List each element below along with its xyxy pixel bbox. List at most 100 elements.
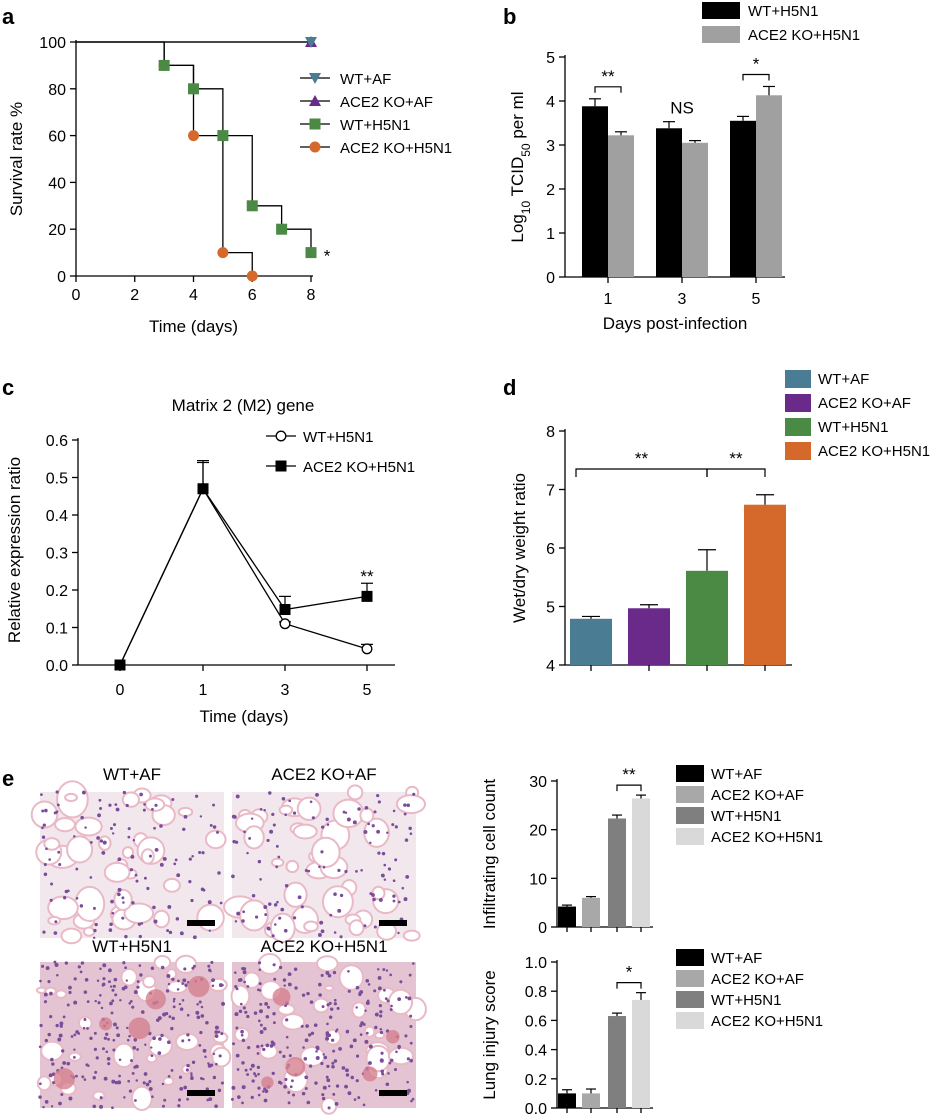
nucleus	[83, 990, 88, 994]
nucleus	[244, 1068, 248, 1072]
legend-label-0: WT+H5N1	[303, 429, 373, 446]
nucleus	[325, 817, 329, 822]
bar	[582, 1093, 600, 1108]
nucleus	[327, 1106, 331, 1110]
alveolus	[395, 794, 427, 815]
nucleus	[253, 1072, 256, 1075]
legend-label-1: ACE2 KO+AF	[818, 395, 911, 412]
nucleus	[271, 812, 275, 816]
nucleus	[328, 1001, 332, 1005]
nucleus	[94, 1070, 98, 1074]
nucleus	[339, 893, 344, 898]
nucleus	[55, 790, 59, 794]
nucleus	[355, 869, 358, 873]
nucleus	[199, 815, 203, 818]
nucleus	[58, 1101, 62, 1106]
hemorrhage	[188, 975, 210, 998]
nucleus	[405, 875, 410, 879]
y-axis-title: Relative expression ratio	[5, 457, 24, 643]
nucleus	[118, 1074, 121, 1078]
nucleus	[109, 827, 113, 830]
nucleus	[166, 1040, 171, 1045]
nucleus	[258, 982, 262, 986]
nucleus	[205, 1087, 209, 1091]
nucleus	[148, 854, 152, 858]
nucleus	[344, 1084, 348, 1089]
alveolus	[82, 926, 96, 937]
nucleus	[231, 814, 236, 819]
nucleus	[333, 931, 337, 934]
legend-swatch-3	[785, 442, 811, 460]
nucleus	[220, 1081, 224, 1085]
nucleus	[287, 1091, 291, 1094]
nucleus	[188, 880, 192, 884]
nucleus	[178, 1002, 182, 1006]
nucleus	[392, 879, 396, 883]
legend-swatch-2	[785, 418, 811, 436]
nucleus	[318, 865, 321, 868]
nucleus	[43, 863, 47, 867]
nucleus	[373, 810, 377, 814]
nucleus	[287, 972, 292, 977]
nucleus	[102, 963, 107, 968]
nucleus	[124, 934, 128, 939]
nucleus	[385, 969, 389, 972]
nucleus	[301, 1091, 306, 1096]
nucleus	[191, 1060, 196, 1064]
legend-swatch-3	[676, 828, 704, 845]
nucleus	[258, 968, 262, 972]
nucleus	[367, 822, 370, 826]
nucleus	[246, 985, 250, 988]
nucleus	[109, 985, 113, 988]
y-axis-title-part: Log	[508, 214, 527, 242]
nucleus	[246, 1073, 250, 1077]
nucleus	[363, 829, 368, 834]
nucleus	[399, 980, 403, 984]
nucleus	[136, 1048, 139, 1051]
nucleus	[190, 1072, 193, 1075]
nucleus	[170, 1069, 174, 1072]
alveolus	[77, 1015, 93, 1031]
nucleus	[150, 1054, 154, 1057]
nucleus	[234, 1012, 239, 1017]
nucleus	[204, 1055, 207, 1059]
nucleus	[66, 1061, 71, 1066]
y-tick-label: 0.1	[46, 621, 68, 638]
nucleus	[281, 796, 286, 801]
nucleus	[73, 1048, 76, 1051]
nucleus	[174, 858, 178, 862]
nucleus	[263, 1098, 268, 1103]
nucleus	[110, 1011, 114, 1015]
series-line-1	[119, 487, 368, 666]
nucleus	[259, 1002, 263, 1006]
alveolus	[66, 835, 94, 864]
alveolus	[348, 919, 365, 937]
nucleus	[381, 851, 386, 856]
nucleus	[321, 825, 325, 829]
alveolus	[257, 953, 282, 975]
nucleus	[292, 811, 297, 815]
panel-letter-a: a	[2, 4, 15, 29]
nucleus	[305, 1024, 309, 1028]
x-tick-label: 6	[248, 287, 257, 304]
nucleus	[237, 978, 242, 982]
nucleus	[326, 1022, 329, 1026]
nucleus	[113, 977, 118, 982]
nucleus	[378, 898, 383, 902]
alveolus	[145, 1053, 158, 1064]
nucleus	[96, 979, 100, 982]
hemorrhage	[53, 1068, 75, 1090]
nucleus	[209, 823, 213, 827]
nucleus	[263, 905, 268, 910]
nucleus	[188, 857, 192, 861]
nucleus	[73, 1000, 78, 1005]
nucleus	[257, 859, 262, 864]
nucleus	[214, 1104, 218, 1108]
significance-bracket	[575, 468, 708, 478]
nucleus	[412, 792, 416, 796]
alveolus	[402, 929, 421, 942]
nucleus	[320, 973, 324, 977]
nucleus	[190, 1076, 194, 1081]
nucleus	[316, 1047, 320, 1051]
nucleus	[219, 901, 223, 905]
